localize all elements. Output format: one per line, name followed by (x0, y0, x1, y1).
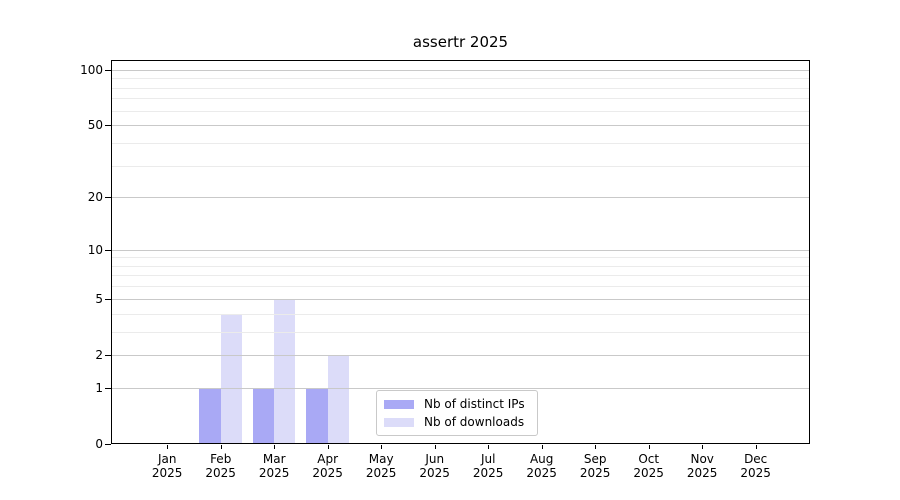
x-tick-mark (220, 445, 222, 449)
y-tick-mark (105, 298, 111, 300)
y-tick-label: 5 (95, 291, 103, 306)
x-tick-label: Apr 2025 (296, 452, 360, 480)
legend-label-downloads: Nb of downloads (424, 415, 525, 429)
y-tick-label: 2 (95, 347, 103, 362)
plot-area: Nb of distinct IPs Nb of downloads (111, 60, 810, 444)
x-tick-month: Jun (425, 452, 445, 466)
x-tick-year: 2025 (526, 466, 557, 480)
x-tick-year: 2025 (472, 466, 504, 480)
y-tick-mark (105, 69, 111, 71)
y-tick-label: 50 (87, 118, 103, 133)
x-tick-mark (755, 445, 757, 449)
x-tick-month: Jan (157, 452, 177, 466)
gridline-minor (111, 110, 810, 112)
y-tick-label: 20 (87, 190, 103, 205)
x-tick-month: Apr (317, 452, 339, 466)
x-tick-label: Jun 2025 (403, 452, 467, 480)
gridline-minor (111, 313, 810, 315)
gridline-major (111, 387, 810, 389)
x-tick-month: Sep (583, 452, 607, 466)
x-tick-mark (488, 445, 490, 449)
y-tick-mark (105, 444, 111, 445)
gridline-major (111, 354, 810, 356)
x-tick-year: 2025 (686, 466, 718, 480)
x-tick-mark (167, 445, 169, 449)
x-tick-year: 2025 (258, 466, 290, 480)
x-tick-label: Jan 2025 (135, 452, 199, 480)
y-tick-mark (105, 354, 111, 356)
y-tick-label: 0 (95, 437, 103, 451)
x-tick-mark (434, 445, 436, 449)
x-tick-mark (648, 445, 650, 449)
gridline-major (111, 249, 810, 251)
x-tick-label: Sep 2025 (563, 452, 627, 480)
gridline-minor (111, 286, 810, 288)
y-tick-label: 10 (87, 242, 103, 257)
x-tick-mark (327, 445, 329, 449)
legend-item-downloads: Nb of downloads (384, 415, 525, 429)
x-tick-label: May 2025 (349, 452, 413, 480)
x-tick-label: Nov 2025 (670, 452, 734, 480)
legend: Nb of distinct IPs Nb of downloads (376, 390, 538, 436)
x-tick-label: Aug 2025 (510, 452, 574, 480)
x-tick-month: Jul (480, 452, 496, 466)
x-tick-month: Nov (690, 452, 714, 466)
bar-downloads (327, 354, 349, 444)
gridline-minor (111, 331, 810, 333)
x-tick-label: Feb 2025 (189, 452, 253, 480)
x-tick-label: Jul 2025 (456, 452, 520, 480)
x-tick-label: Mar 2025 (242, 452, 306, 480)
legend-item-distinct-ips: Nb of distinct IPs (384, 397, 525, 411)
x-tick-year: 2025 (151, 466, 183, 480)
legend-label-distinct-ips: Nb of distinct IPs (424, 397, 525, 411)
x-tick-label: Oct 2025 (617, 452, 681, 480)
x-tick-year: 2025 (633, 466, 664, 480)
x-tick-month: Feb (210, 452, 232, 466)
y-tick-label: 1 (95, 380, 103, 395)
gridline-minor (111, 98, 810, 100)
x-tick-year: 2025 (579, 466, 611, 480)
bar-distinct-ips (306, 387, 328, 444)
gridline-major (111, 197, 810, 199)
gridline-minor (111, 78, 810, 80)
legend-swatch-downloads (384, 417, 414, 427)
gridline-minor (111, 265, 810, 267)
x-tick-month: Mar (262, 452, 286, 466)
x-tick-month: Dec (744, 452, 768, 466)
y-tick-mark (105, 387, 111, 389)
x-tick-label: Dec 2025 (724, 452, 788, 480)
y-tick-mark (105, 197, 111, 199)
x-tick-year: 2025 (419, 466, 450, 480)
gridline-minor (111, 275, 810, 277)
gridline-major (111, 69, 810, 71)
x-tick-mark (381, 445, 383, 449)
gridline-minor (111, 257, 810, 259)
gridline-minor (111, 165, 810, 167)
y-tick-label: 100 (80, 62, 103, 77)
bar-downloads (220, 313, 242, 444)
x-tick-month: Aug (529, 452, 554, 466)
x-tick-year: 2025 (312, 466, 343, 480)
x-tick-year: 2025 (740, 466, 771, 480)
x-tick-mark (541, 445, 543, 449)
gridline-major (111, 125, 810, 127)
gridline-minor (111, 87, 810, 89)
x-tick-year: 2025 (205, 466, 236, 480)
x-tick-month: May (368, 452, 394, 466)
bar-distinct-ips (252, 387, 275, 444)
bar-distinct-ips (199, 387, 221, 444)
y-tick-mark (105, 125, 111, 127)
x-tick-month: Oct (638, 452, 660, 466)
x-tick-mark (595, 445, 597, 449)
gridline-minor (111, 142, 810, 144)
bar-downloads (274, 298, 296, 444)
y-tick-mark (105, 249, 111, 251)
x-tick-mark (702, 445, 704, 449)
x-tick-year: 2025 (365, 466, 397, 480)
legend-swatch-distinct-ips (384, 399, 414, 409)
x-tick-mark (274, 445, 276, 449)
gridline-major (111, 298, 810, 300)
chart-title: assertr 2025 (412, 33, 509, 51)
